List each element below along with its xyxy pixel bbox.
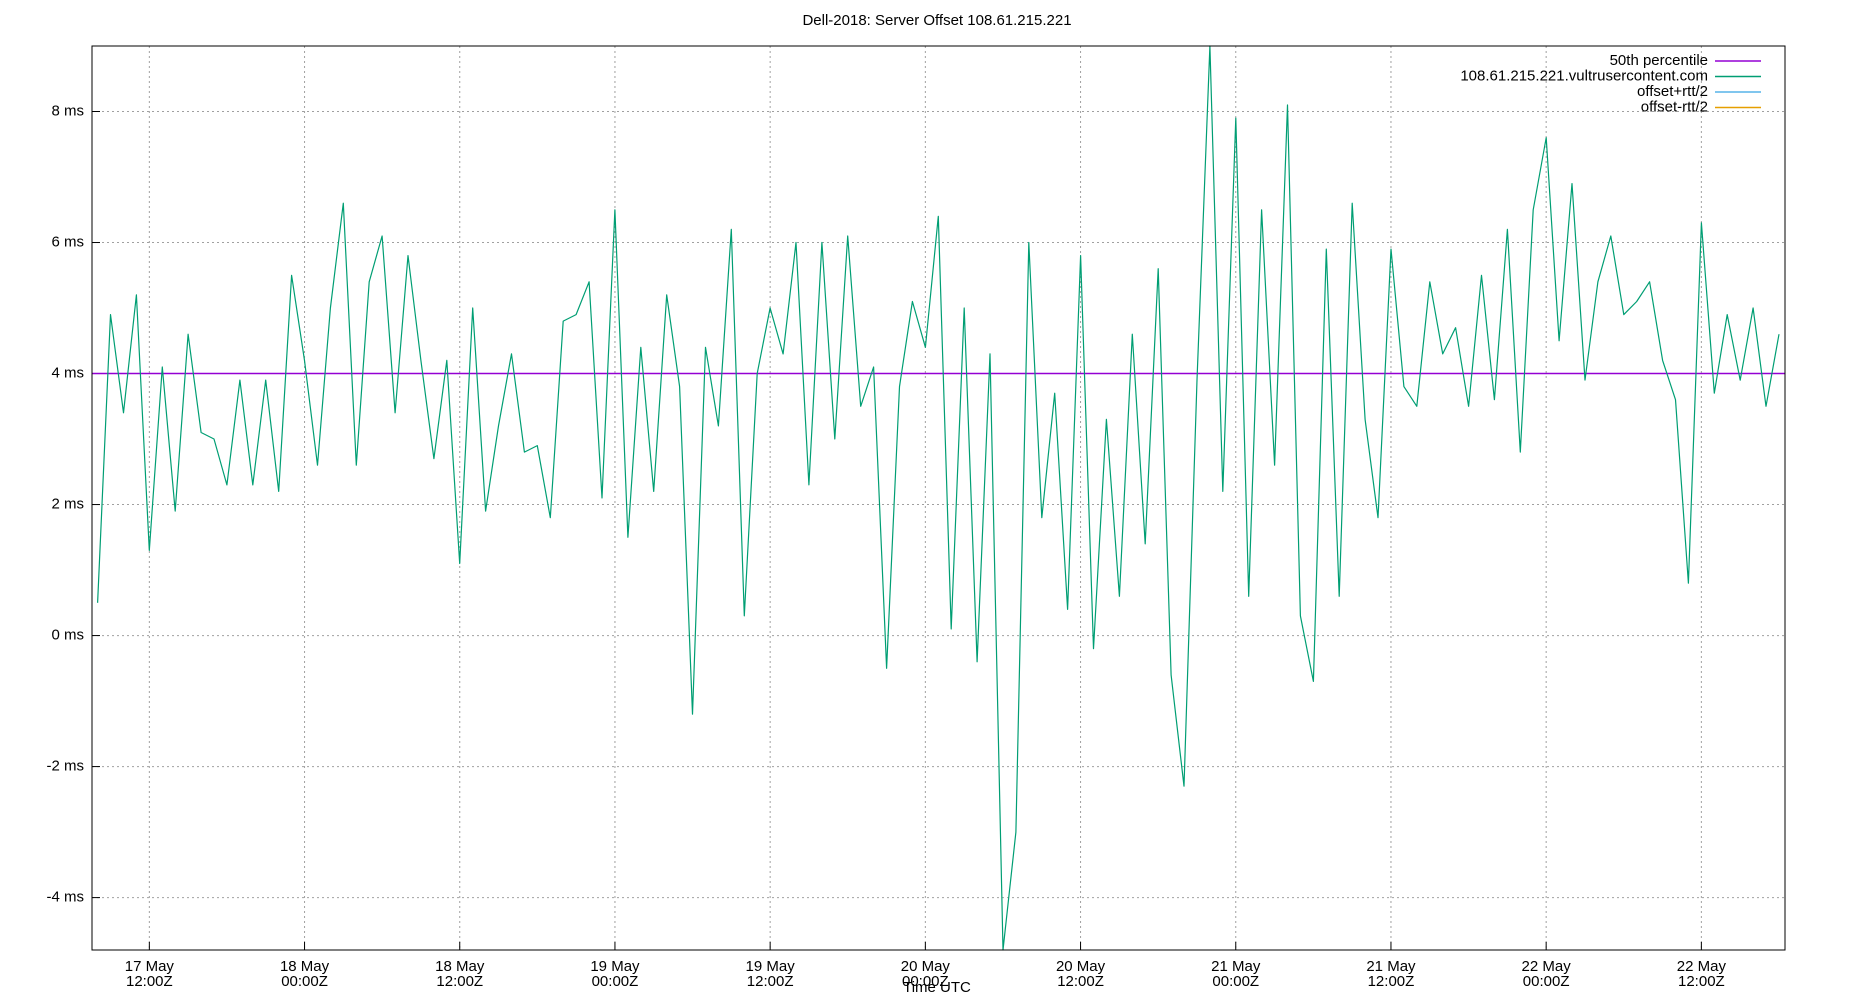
x-tick-label: 00:00Z [1212, 973, 1259, 990]
x-tick-label: 00:00Z [592, 973, 639, 990]
plot-frame [91, 45, 1786, 951]
x-tick-label: 12:00Z [436, 973, 483, 990]
x-tick-label: 19 May [746, 958, 796, 975]
x-tick-label: 22 May [1677, 958, 1727, 975]
x-tick-label: 12:00Z [1057, 973, 1104, 990]
x-tick-label: 20 May [1056, 958, 1106, 975]
x-tick-label: 00:00Z [281, 973, 328, 990]
x-tick-label: 18 May [280, 958, 330, 975]
x-tick-label: 22 May [1522, 958, 1572, 975]
x-tick-label: 12:00Z [1368, 973, 1415, 990]
legend-label: offset+rtt/2 [1637, 83, 1708, 100]
y-tick-label: 2 ms [51, 496, 84, 513]
legend-label: 108.61.215.221.vultrusercontent.com [1460, 67, 1708, 84]
x-tick-label: 00:00Z [902, 973, 949, 990]
x-tick-label: 12:00Z [747, 973, 794, 990]
x-tick-label: 21 May [1211, 958, 1261, 975]
x-axis-title: Time UTC [903, 979, 971, 996]
x-tick-label: 20 May [901, 958, 951, 975]
x-tick-label: 12:00Z [126, 973, 173, 990]
x-tick-label: 19 May [590, 958, 640, 975]
y-tick-label: 0 ms [51, 627, 84, 644]
y-tick-label: -4 ms [47, 889, 85, 906]
x-tick-label: 12:00Z [1678, 973, 1725, 990]
data-line [97, 45, 1780, 951]
y-tick-label: 6 ms [51, 233, 84, 250]
chart-title: Dell-2018: Server Offset 108.61.215.221 [802, 12, 1071, 29]
x-tick-label: 17 May [125, 958, 175, 975]
x-tick-label: 18 May [435, 958, 485, 975]
x-tick-label: 21 May [1366, 958, 1416, 975]
x-tick-label: 00:00Z [1523, 973, 1570, 990]
y-tick-label: -2 ms [47, 758, 85, 775]
legend-label: 50th percentile [1610, 52, 1708, 69]
y-tick-label: 8 ms [51, 102, 84, 119]
y-tick-label: 4 ms [51, 365, 84, 382]
legend-label: offset-rtt/2 [1641, 98, 1708, 115]
